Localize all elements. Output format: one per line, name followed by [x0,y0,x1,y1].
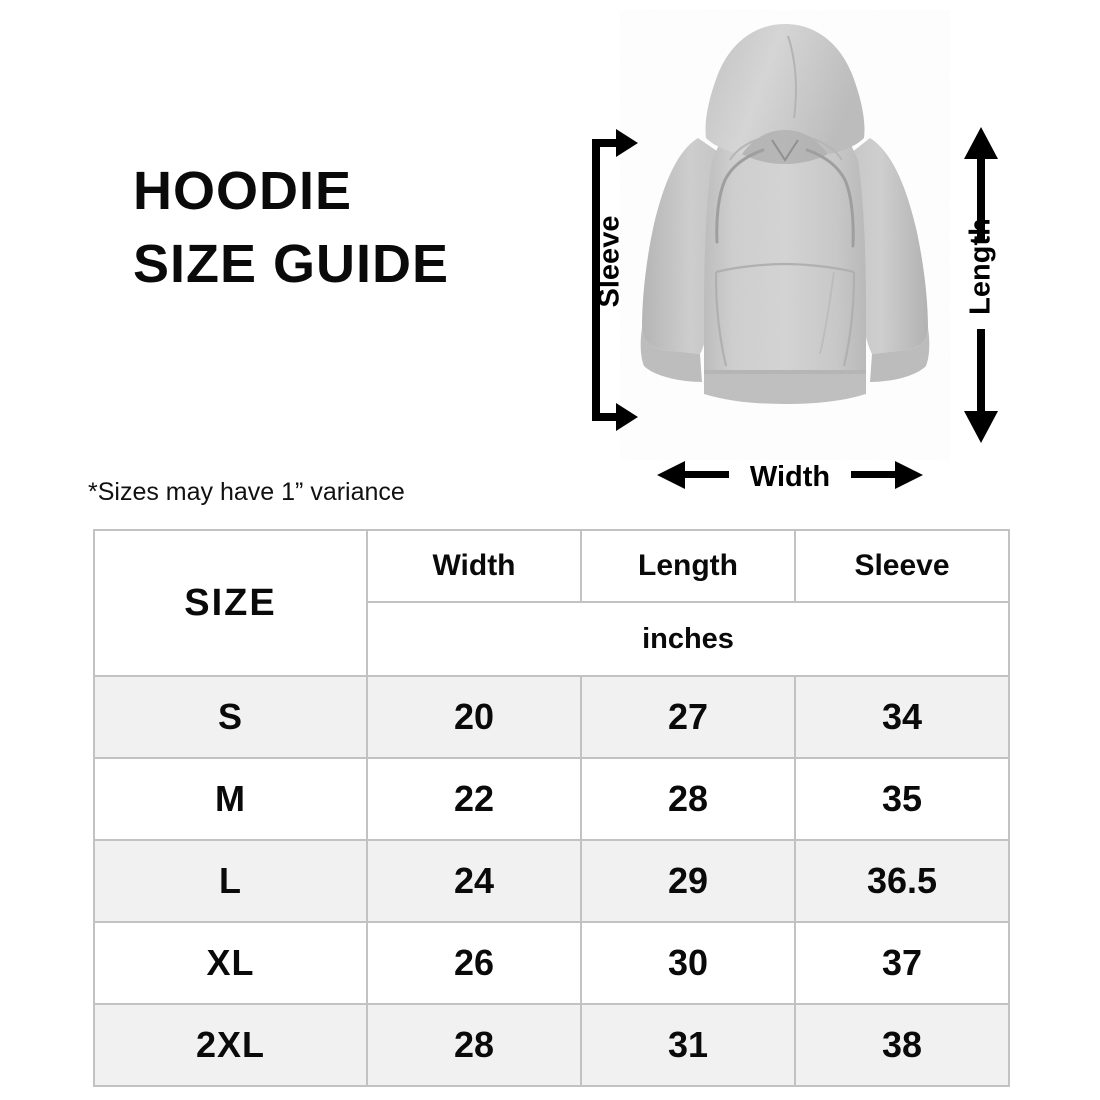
width-measurement-label: Width [749,461,831,493]
table-row: S 20 27 34 [93,675,1010,759]
size-column-header: SIZE [93,529,368,677]
width-measurement-marker: Width [655,455,925,505]
row-width: 26 [366,921,582,1005]
row-width: 22 [366,757,582,841]
length-arrow-icon [964,127,998,443]
row-length: 28 [580,757,796,841]
page-title-line-1: HOODIE [133,161,353,221]
row-size: S [93,675,368,759]
row-sleeve: 35 [794,757,1010,841]
row-size: L [93,839,368,923]
table-row: M 22 28 35 [93,757,1010,841]
row-width: 24 [366,839,582,923]
row-width: 28 [366,1003,582,1087]
row-length: 29 [580,839,796,923]
length-column-header: Length [580,529,796,603]
row-sleeve: 36.5 [794,839,1010,923]
page-title: HOODIE SIZE GUIDE [133,155,593,301]
row-size: XL [93,921,368,1005]
table-row: L 24 29 36.5 [93,839,1010,923]
width-arrow-icon [657,461,923,489]
sleeve-column-header: Sleeve [794,529,1010,603]
length-measurement-marker: Length [958,125,1004,445]
row-size: M [93,757,368,841]
page-title-line-2: SIZE GUIDE [133,233,450,294]
sleeve-measurement-label: Sleeve [593,215,626,308]
hoodie-image [620,10,950,460]
row-length: 27 [580,675,796,759]
row-size: 2XL [93,1003,368,1087]
length-measurement-label: Length [964,218,997,315]
sleeve-arrow-icon [592,129,638,431]
sleeve-measurement-marker: Sleeve [578,125,640,435]
units-header: inches [366,601,1010,677]
width-column-header: Width [366,529,582,603]
row-length: 30 [580,921,796,1005]
row-sleeve: 34 [794,675,1010,759]
row-length: 31 [580,1003,796,1087]
row-sleeve: 37 [794,921,1010,1005]
hoodie-illustration: Sleeve Length Width [560,0,1060,515]
table-row: XL 26 30 37 [93,921,1010,1005]
row-width: 20 [366,675,582,759]
size-chart-table: SIZE Width Length Sleeve inches S 20 27 … [93,529,1010,1087]
row-sleeve: 38 [794,1003,1010,1087]
table-header-row-primary: SIZE Width Length Sleeve [93,529,1010,677]
fabric-texture [620,10,950,460]
table-header-row-units: inches [94,601,1010,677]
table-row: 2XL 28 31 38 [93,1003,1010,1087]
variance-note: *Sizes may have 1” variance [88,478,405,506]
